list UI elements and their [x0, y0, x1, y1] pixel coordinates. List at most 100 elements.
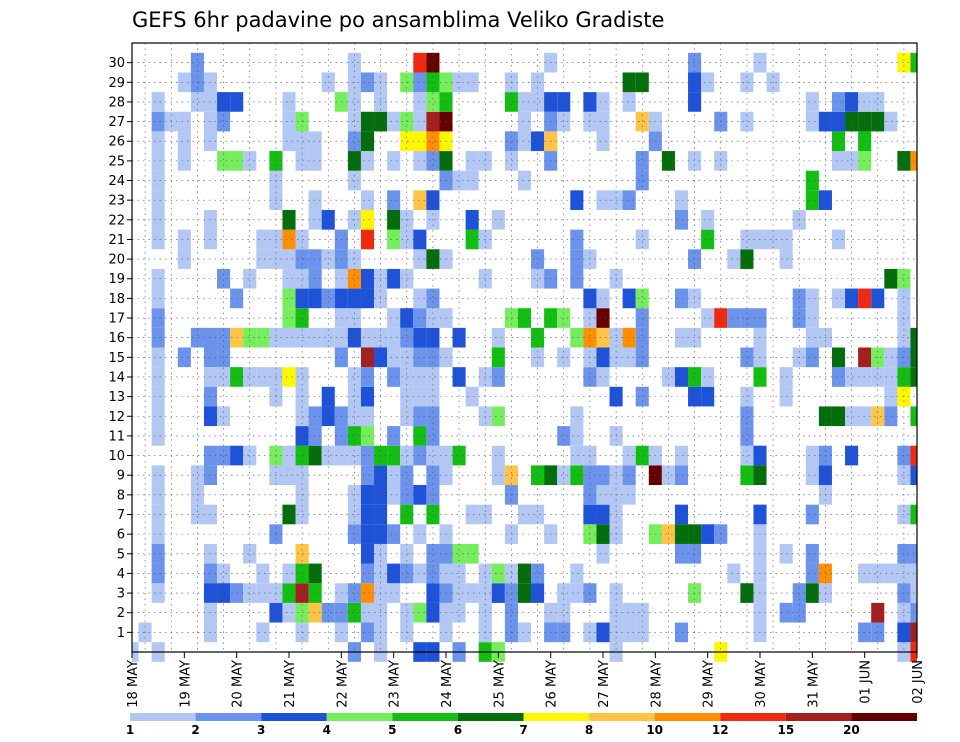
x-axis: 18 MAY 19 MAY 20 MAY 21 MAY 22 MAY 23 MAY 24 M… [126, 652, 926, 708]
heatmap-cell [426, 190, 440, 210]
heatmap-cell [740, 249, 754, 269]
heatmap-cell [400, 563, 414, 584]
heatmap-cell [308, 131, 322, 152]
heatmap-cell [831, 92, 846, 112]
heatmap-cell [805, 504, 819, 525]
heatmap-cell [426, 386, 440, 407]
colorbar-swatch [392, 713, 458, 721]
heatmap-cell [622, 602, 636, 623]
heatmap-cell [517, 92, 532, 112]
heatmap-cell [871, 563, 885, 584]
heatmap-cell [360, 72, 375, 93]
heatmap-cell [282, 131, 296, 152]
heatmap-cell [400, 543, 414, 564]
heatmap-cell [805, 288, 819, 309]
heatmap-cell [805, 190, 819, 210]
heatmap-cell [779, 229, 793, 250]
x-tick-label: 28 MAY [649, 660, 664, 708]
heatmap-cell [701, 386, 715, 407]
x-tick-label: 02 JUN [911, 660, 926, 704]
heatmap-cell [596, 92, 610, 112]
heatmap-cell [295, 288, 309, 309]
heatmap-cell [295, 268, 309, 289]
heatmap-cell [465, 209, 479, 230]
heatmap-cell [871, 111, 885, 132]
heatmap-cell [426, 406, 440, 427]
heatmap-cell [596, 131, 610, 152]
heatmap-cell [321, 249, 335, 269]
heatmap-cell [360, 485, 375, 505]
heatmap-cell [635, 229, 649, 250]
heatmap-cell [413, 327, 427, 348]
y-tick-label: 11 [108, 429, 125, 444]
heatmap-cell [295, 327, 309, 348]
heatmap-cell [308, 151, 322, 171]
heatmap-cell [387, 445, 401, 466]
heatmap-cell [151, 111, 165, 132]
heatmap-cell [426, 111, 440, 132]
heatmap-cell [347, 327, 361, 348]
colorbar-label: 5 [388, 723, 396, 737]
heatmap-cell [596, 327, 610, 348]
heatmap-cell [321, 288, 335, 309]
heatmap-cell [400, 465, 414, 486]
heatmap-cell [452, 563, 466, 584]
heatmap-cell [884, 406, 898, 427]
heatmap-cell [295, 229, 309, 250]
heatmap-cell [256, 367, 270, 387]
heatmap-cell [845, 111, 859, 132]
y-tick-label: 13 [108, 390, 125, 405]
heatmap-cell [413, 347, 427, 368]
y-tick-label: 12 [108, 410, 125, 425]
heatmap-cell [740, 111, 754, 132]
heatmap-cell [845, 151, 859, 171]
heatmap-cell [596, 367, 610, 387]
heatmap-cell [570, 190, 584, 210]
y-tick-label: 27 [108, 115, 125, 130]
heatmap-cell [308, 288, 322, 309]
heatmap-cell [674, 190, 689, 210]
heatmap-cell [190, 465, 204, 486]
heatmap-cell [413, 386, 427, 407]
heatmap-cell [557, 465, 571, 486]
heatmap-cell [570, 249, 584, 269]
heatmap-cell [517, 563, 532, 584]
x-tick-label: 27 MAY [597, 660, 612, 708]
y-tick-label: 28 [108, 95, 125, 110]
heatmap-cell [308, 426, 322, 446]
heatmap-cell [531, 131, 545, 152]
y-tick-label: 30 [108, 56, 125, 71]
x-tick-label: 23 MAY [388, 660, 403, 708]
heatmap-cell [282, 249, 296, 269]
heatmap-cell [596, 111, 610, 132]
heatmap-cell [622, 92, 636, 112]
heatmap-cell [360, 406, 375, 427]
heatmap-cell [413, 151, 427, 171]
colorbar-swatch [523, 713, 590, 721]
heatmap-cell [465, 504, 479, 525]
heatmap-cell [217, 563, 231, 584]
colorbar-swatch [589, 713, 655, 721]
heatmap-cell [884, 386, 898, 407]
heatmap-cell [295, 465, 309, 486]
heatmap-cell [622, 327, 636, 348]
heatmap-cell [282, 92, 296, 112]
heatmap-cell [177, 347, 191, 368]
heatmap-cell [347, 288, 361, 309]
heatmap-cell [805, 308, 819, 328]
heatmap-cell [400, 229, 414, 250]
heatmap-cell [504, 92, 518, 112]
heatmap-cell [360, 543, 375, 564]
heatmap-cell [177, 151, 191, 171]
heatmap-cell [413, 111, 427, 132]
heatmap-cell [557, 426, 571, 446]
heatmap-cell [701, 72, 715, 93]
heatmap-cell [740, 229, 754, 250]
y-tick-label: 2 [117, 606, 125, 621]
heatmap-cell [805, 111, 819, 132]
heatmap-cell [360, 209, 375, 230]
heatmap-cell [282, 327, 296, 348]
heatmap-cell [177, 72, 191, 93]
heatmap-cell [792, 288, 806, 309]
